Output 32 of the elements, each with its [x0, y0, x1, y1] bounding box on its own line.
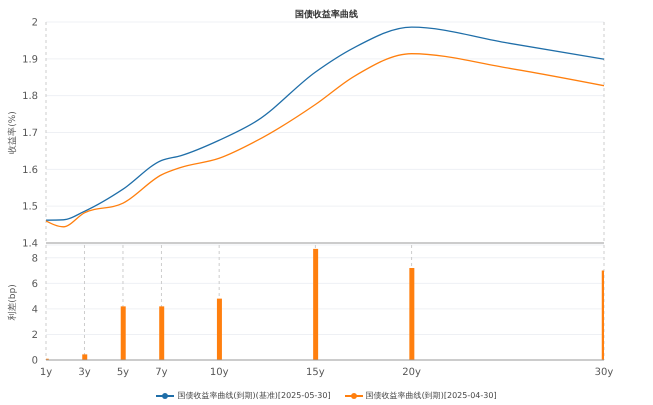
y-tick-label: 1.6	[22, 164, 38, 176]
x-tick-label: 3y	[78, 367, 91, 378]
chart-title: 国债收益率曲线	[295, 10, 358, 20]
y-tick-label: 1.7	[22, 128, 38, 140]
y-tick-label: 1.9	[22, 54, 38, 66]
x-tick-label: 7y	[155, 367, 168, 378]
line-series	[46, 26, 604, 221]
bar	[216, 298, 222, 360]
y-tick-label: 2	[32, 18, 38, 29]
bar	[409, 268, 414, 360]
x-tick-label: 1y	[40, 367, 52, 378]
y-tick-label: 0	[32, 356, 38, 367]
y-tick-label: 4	[32, 304, 38, 316]
y-tick-label: 1.8	[22, 91, 38, 102]
x-tick-label: 15y	[306, 367, 325, 378]
y-axis-title: 利差(bp)	[7, 284, 18, 321]
y-tick-label: 1.4	[22, 238, 38, 250]
legend-label: 国债收益率曲线(到期)[2025-04-30]	[366, 390, 497, 401]
x-tick-label: 5y	[116, 367, 130, 378]
y-axis-title: 收益率(%)	[7, 111, 18, 154]
y-tick-label: 8	[32, 253, 38, 264]
bar	[120, 306, 126, 360]
y-tick-label: 2	[32, 330, 38, 341]
y-tick-label: 6	[32, 278, 38, 290]
x-tick-label: 10y	[210, 367, 229, 378]
legend-label: 国债收益率曲线(到期)(基准)[2025-05-30]	[177, 390, 331, 401]
x-tick-label: 20y	[402, 367, 421, 378]
x-tick-label: 30y	[594, 367, 614, 378]
bar	[313, 248, 318, 360]
line-series	[46, 53, 604, 228]
y-tick-label: 1.5	[22, 202, 38, 213]
bar	[159, 306, 164, 360]
